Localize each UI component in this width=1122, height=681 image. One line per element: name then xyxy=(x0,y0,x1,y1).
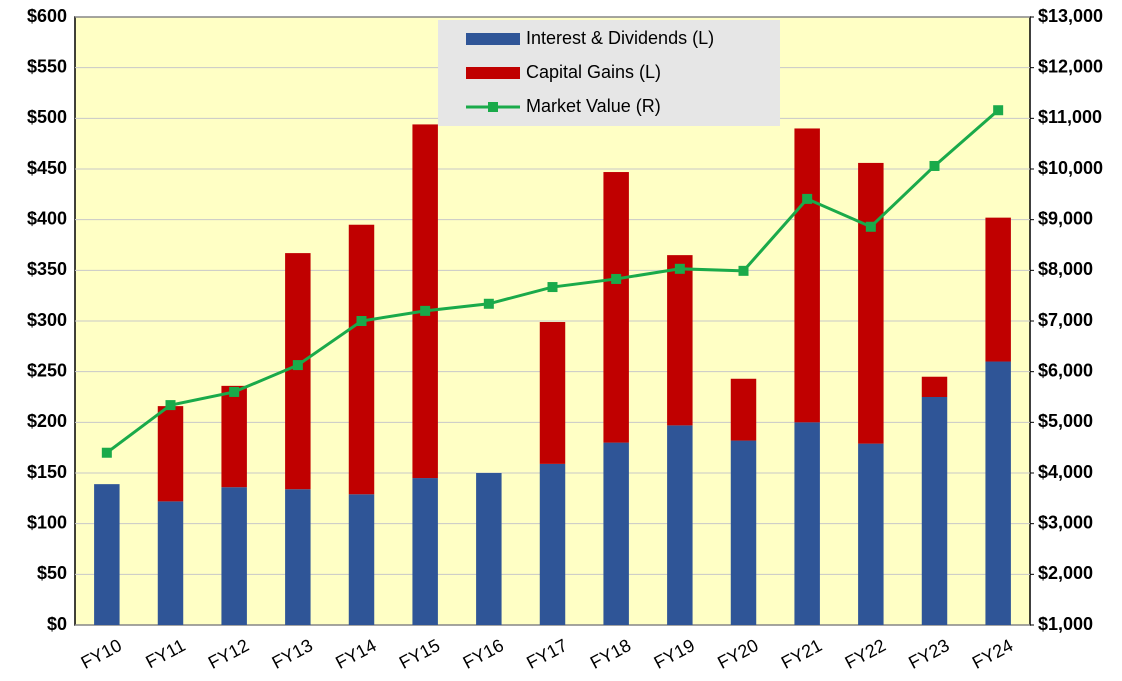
bar xyxy=(667,255,693,426)
bar xyxy=(794,422,820,625)
bar xyxy=(921,397,948,625)
bar xyxy=(285,253,311,490)
legend-swatch xyxy=(466,33,520,45)
y2-tick-label: $8,000 xyxy=(1038,259,1093,279)
marker xyxy=(483,298,494,309)
y-tick-label: $50 xyxy=(37,563,67,583)
legend-label: Market Value (R) xyxy=(526,96,661,116)
y2-tick-label: $12,000 xyxy=(1038,56,1103,76)
x-tick-label: FY10 xyxy=(78,635,125,673)
marks xyxy=(94,105,1011,625)
bar xyxy=(221,487,247,625)
y2-tick-label: $3,000 xyxy=(1038,512,1093,532)
y2-tick-label: $10,000 xyxy=(1038,158,1103,178)
bar xyxy=(539,322,566,464)
bar xyxy=(348,224,375,495)
bar xyxy=(730,440,757,625)
y-tick-label: $250 xyxy=(27,360,67,380)
y2-tick-label: $1,000 xyxy=(1038,614,1093,634)
marker xyxy=(420,305,431,316)
bar xyxy=(921,376,948,397)
marker xyxy=(865,221,876,232)
x-tick-label: FY17 xyxy=(523,635,570,673)
y2-tick-label: $7,000 xyxy=(1038,310,1093,330)
x-tick-label: FY13 xyxy=(269,635,316,673)
bar xyxy=(221,385,247,488)
bar xyxy=(348,494,375,625)
bar xyxy=(985,361,1011,625)
x-tick-label: FY23 xyxy=(905,635,952,673)
bar xyxy=(476,473,502,625)
y-tick-label: $600 xyxy=(27,6,67,26)
bar xyxy=(667,425,693,625)
marker xyxy=(547,282,558,293)
bar xyxy=(285,489,311,625)
y-tick-label: $100 xyxy=(27,512,67,532)
x-tick-label: FY21 xyxy=(778,635,825,673)
bar xyxy=(539,463,566,625)
x-tick-label: FY16 xyxy=(460,635,507,673)
bar xyxy=(603,442,629,625)
y-tick-label: $200 xyxy=(27,411,67,431)
bar xyxy=(794,128,820,423)
x-tick-label: FY14 xyxy=(332,635,379,673)
marker xyxy=(101,447,112,458)
bar xyxy=(412,124,438,479)
x-tick-label: FY19 xyxy=(651,635,698,673)
x-tick-label: FY22 xyxy=(842,635,889,673)
y2-tick-label: $5,000 xyxy=(1038,411,1093,431)
y2-tick-label: $11,000 xyxy=(1038,107,1102,127)
x-tick-label: FY15 xyxy=(396,635,443,673)
x-tick-label: FY11 xyxy=(142,635,188,672)
y2-tick-label: $2,000 xyxy=(1038,563,1093,583)
x-tick-label: FY18 xyxy=(587,635,634,673)
x-tick-label: FY20 xyxy=(714,635,761,673)
y-tick-label: $150 xyxy=(27,462,67,482)
y-tick-label: $400 xyxy=(27,208,67,228)
marker xyxy=(292,360,303,371)
x-tick-label: FY24 xyxy=(969,635,1016,673)
marker xyxy=(802,193,813,204)
marker xyxy=(611,273,622,284)
legend-swatch xyxy=(488,102,498,112)
bar xyxy=(858,443,884,625)
legend-label: Capital Gains (L) xyxy=(526,62,661,82)
y2-tick-label: $6,000 xyxy=(1038,360,1093,380)
y-tick-label: $500 xyxy=(27,107,67,127)
y-tick-label: $0 xyxy=(47,614,67,634)
marker xyxy=(738,265,749,276)
y-tick-label: $550 xyxy=(27,56,67,76)
bar xyxy=(94,484,120,625)
bar xyxy=(157,501,184,625)
y2-tick-label: $13,000 xyxy=(1038,6,1103,26)
marker xyxy=(674,263,685,274)
marker xyxy=(993,105,1004,116)
marker xyxy=(356,316,367,326)
bar xyxy=(730,378,757,441)
bar xyxy=(412,478,438,625)
x-tick-label: FY12 xyxy=(205,635,252,673)
y-tick-label: $350 xyxy=(27,259,67,279)
legend: Interest & Dividends (L) Capital Gains (L… xyxy=(438,20,780,126)
marker xyxy=(165,400,176,411)
marker xyxy=(929,160,940,171)
marker xyxy=(229,386,240,397)
y2-tick-label: $9,000 xyxy=(1038,208,1093,228)
bar xyxy=(858,162,884,444)
y2-tick-label: $4,000 xyxy=(1038,462,1093,482)
legend-swatch xyxy=(466,67,520,79)
y-tick-label: $450 xyxy=(27,158,67,178)
bar xyxy=(603,172,629,443)
legend-label: Interest & Dividends (L) xyxy=(526,28,714,48)
y-tick-label: $300 xyxy=(27,310,67,330)
bar xyxy=(985,217,1011,362)
bar xyxy=(157,406,184,502)
